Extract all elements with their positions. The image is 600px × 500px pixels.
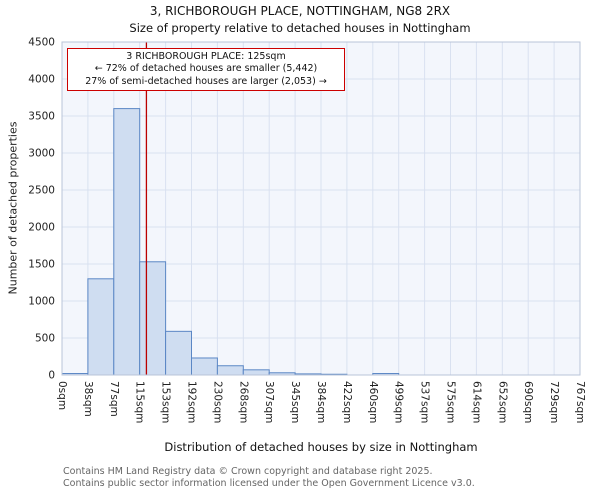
x-tick-label: 345sqm (289, 381, 301, 423)
annotation-line-2: ← 72% of detached houses are smaller (5,… (94, 63, 318, 75)
x-tick-label: 38sqm (82, 381, 94, 417)
x-tick-label: 729sqm (548, 381, 560, 423)
footer-line-2: Contains public sector information licen… (63, 477, 475, 489)
y-tick-label: 2000 (28, 222, 55, 234)
x-tick-label: 690sqm (522, 381, 534, 423)
x-tick-label: 192sqm (186, 381, 198, 423)
y-tick-label: 500 (35, 333, 55, 345)
histogram-bar (191, 357, 218, 376)
histogram-bar (216, 365, 244, 376)
x-tick-label: 767sqm (574, 381, 586, 423)
chart-subtitle: Size of property relative to detached ho… (129, 21, 471, 35)
y-tick-label: 1500 (28, 259, 55, 271)
x-tick-label: 460sqm (367, 381, 379, 423)
x-tick-label: 115sqm (134, 381, 146, 423)
x-tick-label: 153sqm (160, 381, 172, 423)
y-tick-label: 4000 (28, 74, 55, 86)
annotation-box: 3 RICHBOROUGH PLACE: 125sqm ← 72% of det… (67, 48, 345, 92)
y-axis-label: Number of detached properties (6, 121, 20, 295)
x-tick-label: 307sqm (263, 381, 275, 423)
x-tick-label: 499sqm (393, 381, 405, 423)
x-tick-label: 537sqm (419, 381, 431, 423)
y-tick-label: 3500 (28, 111, 55, 123)
x-tick-label: 575sqm (445, 381, 457, 423)
y-tick-label: 3000 (28, 148, 55, 160)
x-tick-label: 268sqm (237, 381, 249, 423)
x-tick-label: 422sqm (341, 381, 353, 423)
histogram-bar (242, 369, 270, 376)
histogram-bar (87, 278, 115, 376)
histogram-chart: 0 500 1000 1500 2000 2500 3000 3500 4000 4500 0sqm… (28, 37, 586, 424)
x-tick-label: 614sqm (470, 381, 482, 423)
x-tick-label: 0sqm (56, 381, 68, 410)
footer: Contains HM Land Registry data © Crown c… (63, 466, 475, 490)
chart-title: 3, RICHBOROUGH PLACE, NOTTINGHAM, NG8 2R… (149, 4, 451, 18)
footer-line-1: Contains HM Land Registry data © Crown c… (63, 466, 433, 477)
x-axis-label: Distribution of detached houses by size … (164, 440, 478, 454)
x-tick-label: 230sqm (211, 381, 223, 423)
y-tick-label: 4500 (28, 37, 55, 49)
x-tick-label: 384sqm (315, 381, 327, 423)
plot-border (61, 41, 581, 376)
x-tick-label: 77sqm (108, 381, 120, 417)
y-tick-label: 0 (48, 370, 55, 382)
histogram-bar (139, 261, 167, 376)
annotation-line-1: 3 RICHBOROUGH PLACE: 125sqm (126, 51, 286, 62)
annotation-line-3: 27% of semi-detached houses are larger (… (85, 75, 327, 87)
y-tick-label: 2500 (28, 185, 55, 197)
x-tick-label: 652sqm (496, 381, 508, 423)
y-tick-label: 1000 (28, 296, 55, 308)
histogram-bar (113, 108, 141, 376)
histogram-bar (165, 330, 193, 376)
